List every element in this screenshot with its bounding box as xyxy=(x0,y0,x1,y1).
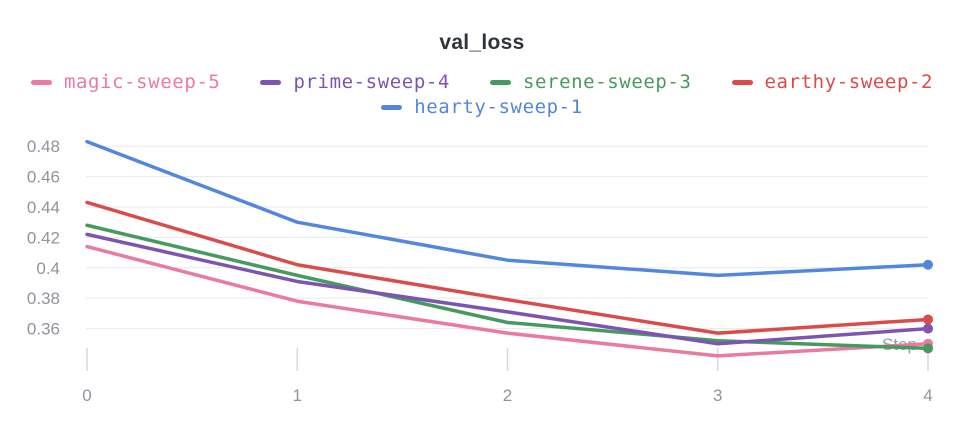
y-tick-label: 0.44 xyxy=(27,198,60,217)
series-line-magic-sweep-5[interactable] xyxy=(85,244,930,358)
legend-item-serene-sweep-3[interactable]: serene-sweep-3 xyxy=(489,71,692,93)
series-line-serene-sweep-3[interactable] xyxy=(85,223,930,351)
series-endpoint-serene-sweep-3[interactable] xyxy=(923,343,933,354)
x-tick-label: 2 xyxy=(503,386,512,405)
series-endpoint-prime-sweep-4[interactable] xyxy=(923,323,933,334)
x-tick-label: 1 xyxy=(293,386,302,405)
series-endpoint-hearty-sweep-1[interactable] xyxy=(923,259,933,270)
legend-row-2: hearty-sweep-1 xyxy=(0,95,964,119)
legend-label: earthy-sweep-2 xyxy=(764,71,934,93)
chart-title: val_loss xyxy=(439,31,525,54)
x-tick-label: 0 xyxy=(82,386,91,405)
y-tick-label: 0.36 xyxy=(27,320,60,339)
series-line-earthy-sweep-2[interactable] xyxy=(85,200,930,335)
legend-swatch-icon xyxy=(731,79,753,85)
legend-label: hearty-sweep-1 xyxy=(414,96,583,118)
y-tick-label: 0.48 xyxy=(27,137,60,156)
legend-swatch-icon xyxy=(381,104,403,110)
legend-label: magic-sweep-5 xyxy=(63,71,221,93)
legend-item-hearty-sweep-1[interactable]: hearty-sweep-1 xyxy=(381,96,583,118)
series-line-hearty-sweep-1[interactable] xyxy=(85,139,930,278)
legend-swatch-icon xyxy=(30,79,52,85)
legend-swatch-icon xyxy=(260,79,282,85)
y-tick-label: 0.4 xyxy=(36,259,60,278)
x-tick-label: 3 xyxy=(713,386,722,405)
x-tick-label: 4 xyxy=(923,386,932,405)
legend-item-magic-sweep-5[interactable]: magic-sweep-5 xyxy=(30,71,221,93)
y-tick-label: 0.38 xyxy=(27,289,60,308)
series-line-prime-sweep-4[interactable] xyxy=(85,232,930,346)
legend-swatch-icon xyxy=(489,79,511,85)
legend-label: serene-sweep-3 xyxy=(522,71,692,93)
series-endpoint-earthy-sweep-2[interactable] xyxy=(923,314,933,325)
y-tick-label: 0.46 xyxy=(27,168,60,187)
legend-row-1: magic-sweep-5 prime-sweep-4 serene-sweep-3… xyxy=(0,70,964,94)
legend-item-prime-sweep-4[interactable]: prime-sweep-4 xyxy=(260,71,450,93)
legend-label: prime-sweep-4 xyxy=(293,71,450,93)
legend-item-earthy-sweep-2[interactable]: earthy-sweep-2 xyxy=(731,71,934,93)
y-tick-label: 0.42 xyxy=(27,228,60,247)
